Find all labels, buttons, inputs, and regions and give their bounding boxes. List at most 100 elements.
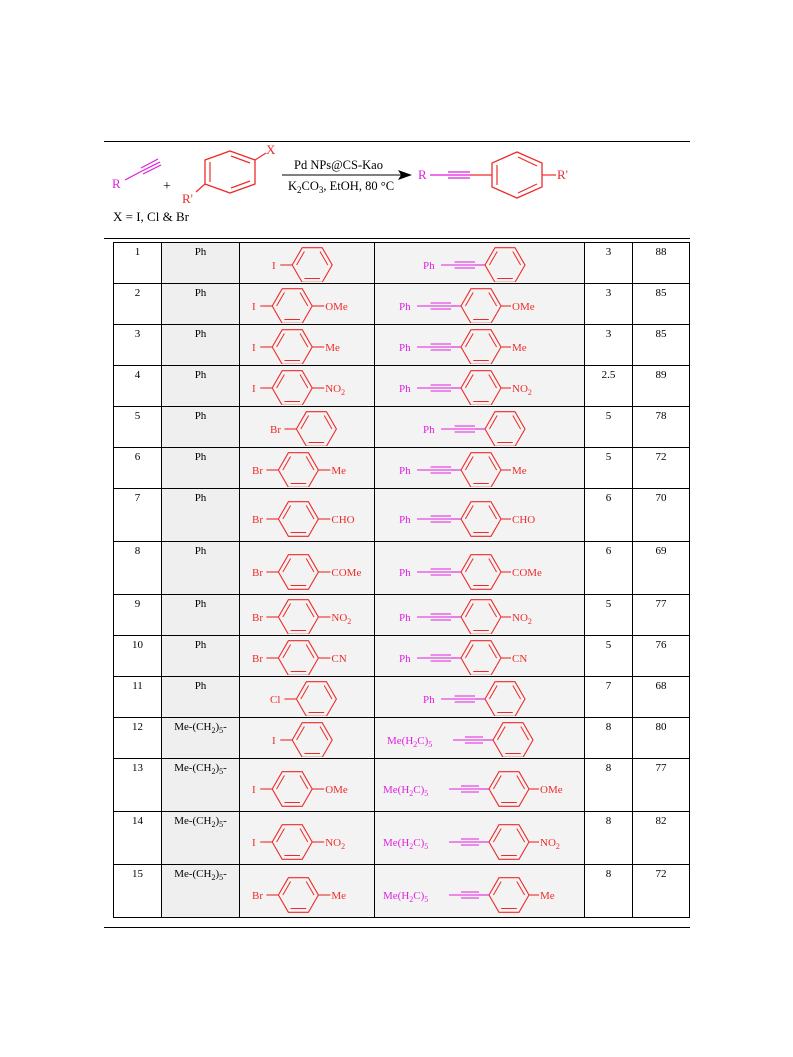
entry-cell: 3 bbox=[113, 324, 162, 366]
alkyne-cell: Ph bbox=[161, 635, 240, 677]
product-cell: Ph bbox=[374, 406, 585, 448]
entry-cell: 6 bbox=[113, 447, 162, 489]
benzene-ring bbox=[271, 329, 313, 364]
benzene-ring bbox=[460, 329, 502, 364]
alkyne-text: Ph bbox=[194, 328, 207, 340]
alkyne-text: Ph bbox=[194, 680, 207, 692]
halogen-label: I bbox=[252, 301, 256, 313]
product-structure: Me(H2C)5 Me bbox=[383, 877, 555, 913]
plus-sign: + bbox=[163, 179, 171, 194]
aryl-halide-structure: Br COMe bbox=[252, 554, 361, 590]
alkyne-cell: Me-(CH2)5- bbox=[161, 864, 240, 918]
entry-cell: 14 bbox=[113, 811, 162, 865]
para-substituent-label: Me bbox=[331, 465, 346, 477]
aryl-halide-cell: Br CHO bbox=[239, 488, 375, 542]
aryl-halide-cell: I NO2 bbox=[239, 365, 375, 407]
table-row: 5 Ph Br Ph 5 78 bbox=[113, 406, 690, 448]
alkyne-text: Ph bbox=[194, 369, 207, 381]
conditions-label: K2CO3, EtOH, 80 °C bbox=[288, 179, 394, 195]
product-structure: Ph NO2 bbox=[399, 370, 532, 405]
yield-cell: 85 bbox=[632, 283, 690, 325]
aryl-halide-cell: Br Me bbox=[239, 864, 375, 918]
para-substituent-label: OMe bbox=[325, 301, 348, 313]
product-structure: Ph bbox=[423, 681, 526, 716]
aryl-halide-structure: I OMe bbox=[252, 288, 348, 323]
benzene-ring bbox=[277, 554, 320, 590]
alkyne-cell: Ph bbox=[161, 594, 240, 636]
alkyne-subscript: 2 bbox=[211, 726, 216, 736]
time-cell: 8 bbox=[584, 811, 633, 865]
aryl-halide-structure: I bbox=[272, 722, 333, 757]
yield-cell: 68 bbox=[632, 676, 690, 718]
product-r-label: Ph bbox=[399, 567, 411, 579]
aryl-halide-structure: I NO2 bbox=[252, 824, 345, 860]
product-r-label: Ph bbox=[399, 342, 411, 354]
yield-cell: 85 bbox=[632, 324, 690, 366]
aryl-halide-cell: Br CN bbox=[239, 635, 375, 677]
alkyne-text: Me-(CH bbox=[174, 762, 212, 774]
yield-cell: 72 bbox=[632, 447, 690, 489]
product-para-label: CN bbox=[512, 653, 527, 665]
product-cell: Ph Me bbox=[374, 447, 585, 489]
benzene-ring bbox=[488, 771, 530, 807]
entry-cell: 1 bbox=[113, 242, 162, 284]
alkyne-tail: ) bbox=[215, 815, 220, 827]
product-para-label: Me bbox=[540, 890, 555, 902]
results-table: 1 Ph I Ph 3 88 2 Ph I OMe Ph OMe 3 85 3 Ph I Me Ph Me 3 85 4 Ph… bbox=[113, 242, 690, 918]
table-row: 2 Ph I OMe Ph OMe 3 85 bbox=[113, 283, 690, 325]
halogen-label: Br bbox=[252, 653, 263, 665]
benzene-ring bbox=[484, 247, 526, 282]
alkyne-cell: Ph bbox=[161, 406, 240, 448]
alkyne-tail-end: - bbox=[223, 815, 227, 827]
halogen-label: I bbox=[252, 784, 256, 796]
yield-cell: 77 bbox=[632, 594, 690, 636]
product-r-label: R bbox=[418, 167, 427, 182]
halogen-label: Br bbox=[252, 890, 263, 902]
alkyne-tail-subscript: 5 bbox=[219, 767, 224, 777]
halogen-label: I bbox=[252, 383, 256, 395]
entry-cell: 7 bbox=[113, 488, 162, 542]
benzene-ring bbox=[271, 370, 313, 405]
aryl-halide-cell: I OMe bbox=[239, 283, 375, 325]
alkyne-subscript: 2 bbox=[211, 767, 216, 777]
time-cell: 5 bbox=[584, 447, 633, 489]
benzene-ring bbox=[460, 640, 502, 675]
time-cell: 6 bbox=[584, 541, 633, 595]
time-cell: 8 bbox=[584, 864, 633, 918]
alkyne-cell: Ph bbox=[161, 324, 240, 366]
alkyne-tail-subscript: 5 bbox=[219, 726, 224, 736]
para-substituent-label: NO2 bbox=[325, 383, 345, 397]
alkyne-cell: Ph bbox=[161, 365, 240, 407]
time-cell: 3 bbox=[584, 283, 633, 325]
scheme-bottom-rule bbox=[104, 238, 690, 239]
product-r-label: Ph bbox=[399, 653, 411, 665]
benzene-ring bbox=[488, 877, 530, 913]
catalyst-label: Pd NPs@CS-Kao bbox=[294, 158, 383, 172]
benzene-ring bbox=[295, 681, 338, 716]
product-para-label: Me bbox=[512, 342, 527, 354]
table-row: 6 Ph Br Me Ph Me 5 72 bbox=[113, 447, 690, 489]
product-r-label: Ph bbox=[399, 465, 411, 477]
alkyne-cell: Ph bbox=[161, 541, 240, 595]
entry-cell: 5 bbox=[113, 406, 162, 448]
product-para-label: OMe bbox=[540, 784, 563, 796]
alkyne-text: Me-(CH bbox=[174, 721, 212, 733]
time-cell: 5 bbox=[584, 594, 633, 636]
aryl-halide-structure: I OMe bbox=[252, 771, 348, 807]
yield-cell: 82 bbox=[632, 811, 690, 865]
aryl-halide-cell: Br NO2 bbox=[239, 594, 375, 636]
time-cell: 5 bbox=[584, 635, 633, 677]
halogen-label: I bbox=[272, 735, 276, 747]
alkyne-text: Ph bbox=[194, 410, 207, 422]
yield-cell: 72 bbox=[632, 864, 690, 918]
table-row: 15 Me-(CH2)5- Br Me Me(H2C)5 Me 8 72 bbox=[113, 864, 690, 918]
para-substituent-label: CHO bbox=[331, 514, 354, 526]
para-substituent-label: OMe bbox=[325, 784, 348, 796]
aryl-halide-structure: Br Me bbox=[252, 877, 346, 913]
benzene-ring bbox=[277, 599, 320, 634]
alkyne-reactant: R bbox=[112, 158, 162, 191]
table-bottom-rule bbox=[104, 927, 690, 928]
aryl-halide-structure: Br CHO bbox=[252, 501, 355, 537]
aryl-r-prime-label: R' bbox=[182, 191, 193, 206]
top-rule bbox=[104, 141, 690, 142]
